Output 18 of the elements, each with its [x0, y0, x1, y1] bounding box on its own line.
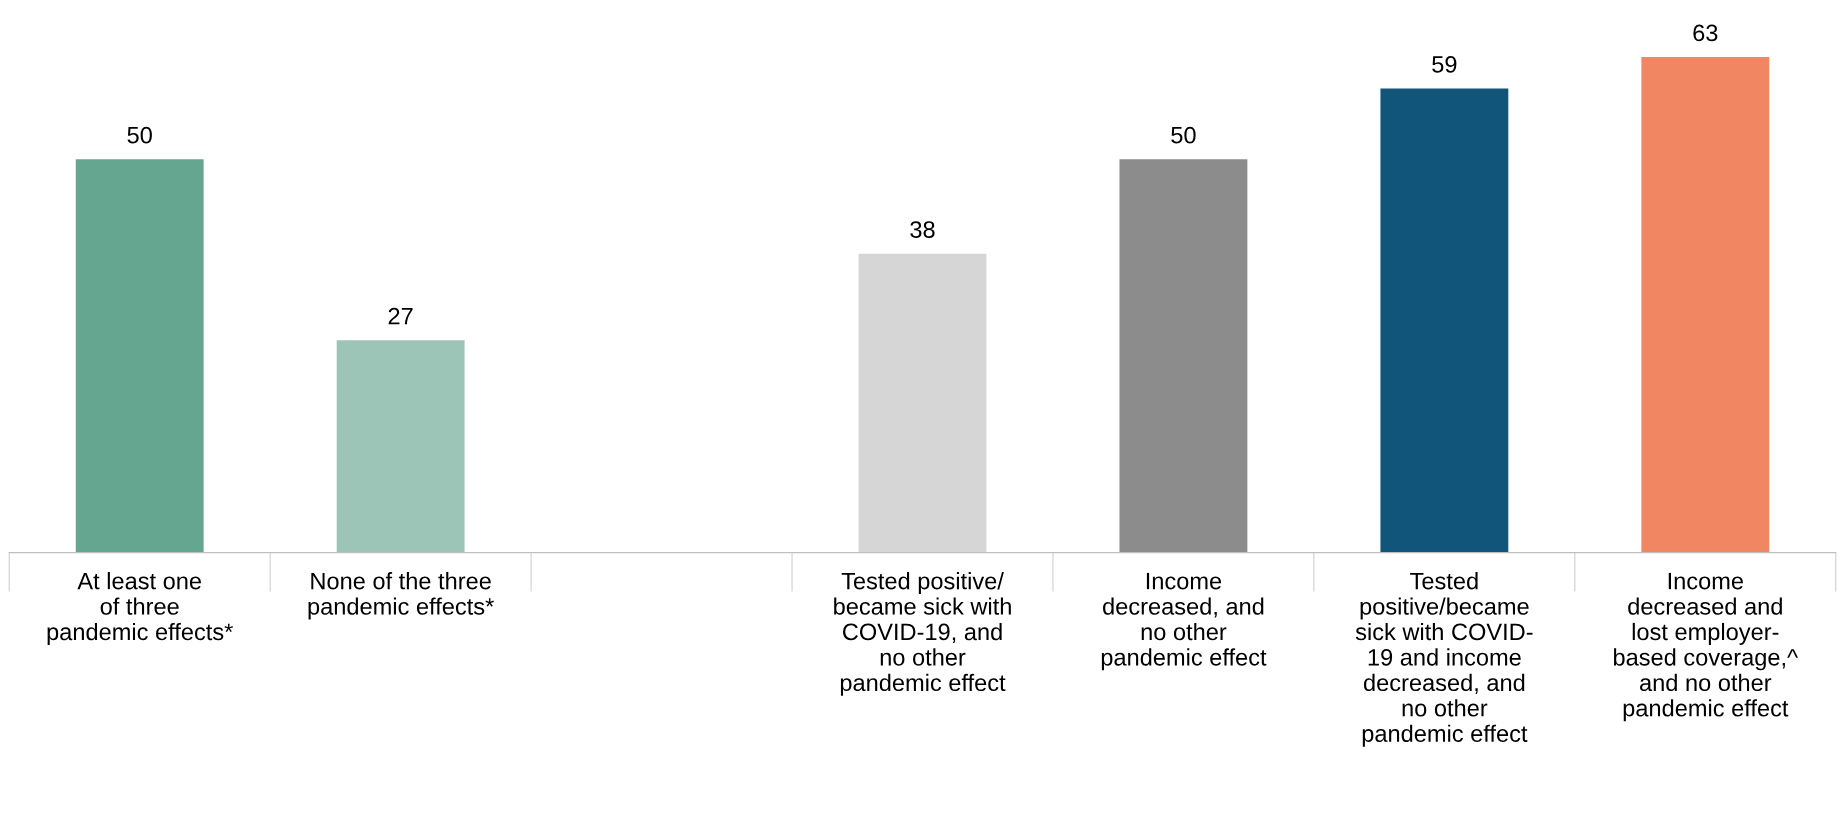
x-tick-label: Income decreased, and no other pandemic effect: [1101, 572, 1267, 671]
data-label: 50: [1171, 126, 1196, 144]
data-label: 59: [1432, 56, 1457, 73]
x-tick-label: At least one of three pandemic effects*: [47, 572, 233, 645]
bar: [336, 340, 465, 553]
bar: [75, 159, 204, 553]
data-label: 50: [127, 126, 152, 144]
data-label: 38: [910, 221, 935, 238]
x-tick-label: Income decreased and lost employer- based coverage,^ and no other pandemic effect: [1614, 572, 1799, 722]
data-label: 63: [1693, 24, 1718, 42]
bar: [1380, 88, 1509, 553]
bar: [858, 253, 987, 553]
x-tick-label: None of the three pandemic effects*: [308, 572, 494, 620]
x-tick-label: Tested positive/became sick with COVID- 19 and income decreased, and no other pandemic effect: [1355, 572, 1533, 747]
bar: [1641, 57, 1770, 553]
data-label: 27: [388, 307, 413, 325]
bar: [1119, 159, 1248, 553]
x-tick-label: Tested positive/ became sick with COVID-19, and no other pandemic effect: [834, 572, 1011, 696]
